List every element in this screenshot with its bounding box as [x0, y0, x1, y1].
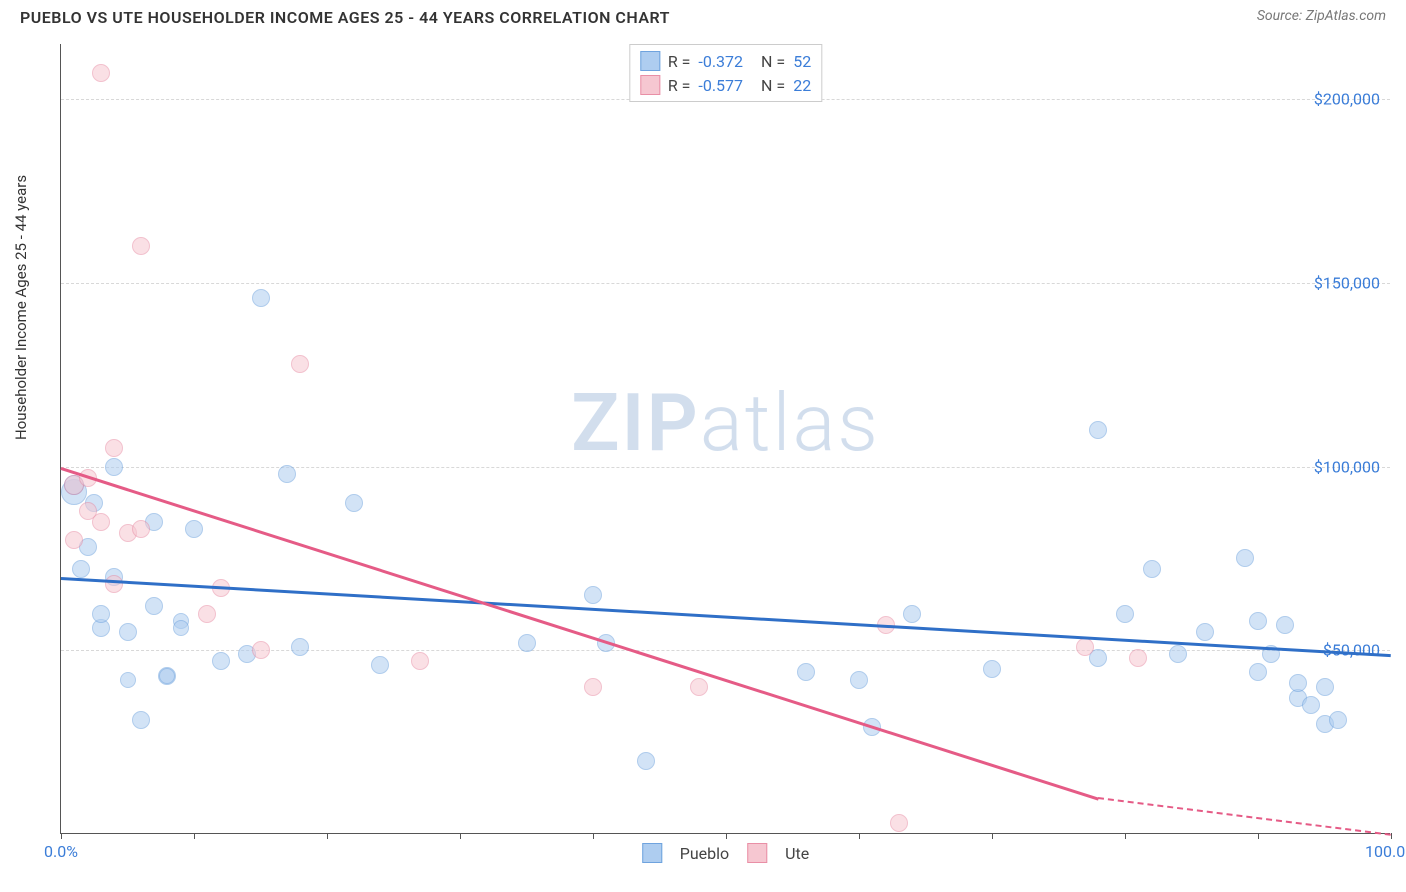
x-tick — [992, 833, 993, 839]
trend-line — [61, 467, 1099, 800]
scatter-point — [120, 672, 136, 688]
scatter-point — [1196, 623, 1214, 641]
legend-n-label: N = — [761, 52, 785, 71]
correlation-legend: R = -0.372 N = 52 R = -0.577 N = 22 — [629, 44, 822, 102]
scatter-point — [278, 465, 296, 483]
scatter-point — [1236, 549, 1254, 567]
legend-swatch — [747, 843, 767, 863]
scatter-point — [1289, 674, 1307, 692]
y-tick-label: $100,000 — [1314, 457, 1380, 476]
scatter-point — [690, 678, 708, 696]
chart-title: PUEBLO VS UTE HOUSEHOLDER INCOME AGES 25… — [20, 8, 670, 27]
legend-r-value: -0.577 — [698, 76, 743, 95]
legend-row: R = -0.577 N = 22 — [640, 73, 811, 97]
scatter-point — [159, 668, 175, 684]
x-tick-label: 100.0% — [1365, 842, 1406, 861]
scatter-point — [1129, 649, 1147, 667]
scatter-point — [637, 752, 655, 770]
x-tick — [1258, 833, 1259, 839]
x-tick — [726, 833, 727, 839]
legend-swatch — [640, 75, 660, 95]
scatter-point — [1302, 696, 1320, 714]
source-attribution: Source: ZipAtlas.com — [1257, 8, 1386, 24]
scatter-point — [1089, 421, 1107, 439]
scatter-point — [291, 355, 309, 373]
scatter-point — [132, 520, 150, 538]
scatter-point — [105, 458, 123, 476]
legend-n-label: N = — [761, 76, 785, 95]
legend-swatch — [640, 51, 660, 71]
scatter-point — [65, 531, 83, 549]
scatter-point — [185, 520, 203, 538]
legend-n-value: 22 — [793, 76, 811, 95]
scatter-point — [1329, 711, 1347, 729]
scatter-point — [132, 237, 150, 255]
x-tick — [1391, 833, 1392, 839]
legend-r-label: R = — [668, 76, 691, 95]
scatter-point — [1316, 678, 1334, 696]
x-tick — [859, 833, 860, 839]
x-tick — [1125, 833, 1126, 839]
legend-n-value: 52 — [793, 52, 811, 71]
x-tick — [327, 833, 328, 839]
scatter-point — [584, 586, 602, 604]
scatter-point — [345, 494, 363, 512]
scatter-point — [72, 560, 90, 578]
scatter-point — [105, 575, 123, 593]
scatter-point — [983, 660, 1001, 678]
scatter-point — [1249, 663, 1267, 681]
scatter-point — [1169, 645, 1187, 663]
scatter-point — [173, 620, 189, 636]
scatter-point — [92, 513, 110, 531]
scatter-point — [797, 663, 815, 681]
x-tick — [460, 833, 461, 839]
scatter-point — [252, 641, 270, 659]
scatter-point — [145, 597, 163, 615]
scatter-point — [518, 634, 536, 652]
y-tick-label: $200,000 — [1314, 90, 1380, 109]
scatter-point — [291, 638, 309, 656]
watermark: ZIPatlas — [571, 376, 880, 470]
legend-row: R = -0.372 N = 52 — [640, 49, 811, 73]
series-legend: Pueblo Ute — [642, 843, 810, 863]
gridline — [61, 467, 1390, 468]
trend-line-extrapolated — [1098, 797, 1391, 836]
scatter-point — [850, 671, 868, 689]
legend-r-label: R = — [668, 52, 691, 71]
scatter-point — [132, 711, 150, 729]
scatter-point — [371, 656, 389, 674]
gridline — [61, 283, 1390, 284]
scatter-point — [1076, 638, 1094, 656]
y-axis-label: Householder Income Ages 25 - 44 years — [12, 175, 30, 440]
scatter-point — [252, 289, 270, 307]
legend-series-name: Ute — [785, 844, 809, 863]
scatter-point — [92, 64, 110, 82]
scatter-point — [92, 605, 110, 623]
scatter-point — [1116, 605, 1134, 623]
x-tick — [593, 833, 594, 839]
scatter-point — [212, 652, 230, 670]
scatter-point — [1143, 560, 1161, 578]
scatter-point — [1249, 612, 1267, 630]
legend-series-name: Pueblo — [680, 844, 729, 863]
scatter-point — [105, 439, 123, 457]
y-tick-label: $150,000 — [1314, 273, 1380, 292]
scatter-point — [119, 623, 137, 641]
legend-swatch — [642, 843, 662, 863]
scatter-point — [411, 652, 429, 670]
scatter-point — [1276, 616, 1294, 634]
chart-plot-area: ZIPatlas R =-0.372N =52R =-0.577N =22 Pu… — [60, 44, 1390, 834]
legend-r-value: -0.372 — [698, 52, 743, 71]
x-tick — [194, 833, 195, 839]
x-tick-label: 0.0% — [44, 842, 78, 861]
x-tick — [61, 833, 62, 839]
scatter-point — [584, 678, 602, 696]
scatter-point — [198, 605, 216, 623]
scatter-point — [903, 605, 921, 623]
scatter-point — [890, 814, 908, 832]
